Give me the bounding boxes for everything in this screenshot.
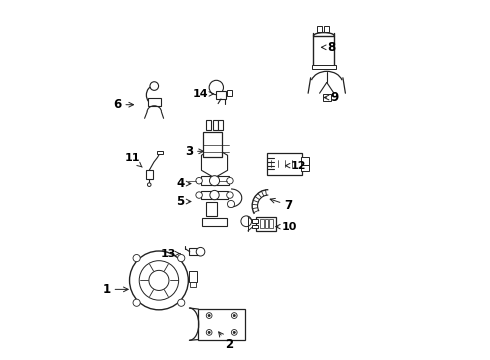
Circle shape <box>210 190 219 200</box>
Circle shape <box>227 201 235 208</box>
Circle shape <box>150 82 159 90</box>
Bar <box>146 170 153 179</box>
Bar <box>157 150 163 154</box>
Text: 12: 12 <box>286 161 307 171</box>
Circle shape <box>133 255 140 262</box>
Bar <box>213 120 218 130</box>
Circle shape <box>241 216 252 227</box>
Bar <box>205 120 211 130</box>
Bar <box>256 217 276 231</box>
Circle shape <box>233 331 235 333</box>
Bar <box>301 157 309 165</box>
Bar <box>216 91 226 99</box>
Bar <box>203 132 221 157</box>
Circle shape <box>196 192 202 198</box>
Text: 10: 10 <box>276 222 297 231</box>
Text: 5: 5 <box>176 195 191 208</box>
Circle shape <box>231 313 237 319</box>
Bar <box>323 94 331 101</box>
Text: 9: 9 <box>324 91 339 104</box>
Bar <box>301 165 309 171</box>
Bar <box>267 153 302 175</box>
Bar <box>252 225 258 228</box>
Bar <box>190 282 196 287</box>
Circle shape <box>208 331 210 333</box>
Bar <box>201 191 228 199</box>
Circle shape <box>196 177 202 184</box>
Bar <box>314 36 334 66</box>
Text: 7: 7 <box>270 198 292 212</box>
Bar <box>324 26 329 32</box>
Circle shape <box>178 299 185 306</box>
Circle shape <box>206 329 212 335</box>
Circle shape <box>233 315 235 317</box>
Circle shape <box>149 270 169 291</box>
Bar <box>252 219 258 223</box>
Circle shape <box>227 177 233 184</box>
Bar <box>265 219 269 228</box>
Text: 14: 14 <box>193 89 214 99</box>
Bar <box>201 218 227 226</box>
Circle shape <box>231 329 237 335</box>
Polygon shape <box>201 148 227 178</box>
Polygon shape <box>148 98 161 106</box>
Circle shape <box>133 299 140 306</box>
Text: 11: 11 <box>124 153 142 167</box>
Circle shape <box>129 251 188 310</box>
Circle shape <box>178 255 185 262</box>
Circle shape <box>139 261 179 300</box>
Circle shape <box>210 176 220 186</box>
Bar <box>206 202 217 216</box>
Bar <box>189 271 197 282</box>
Circle shape <box>208 315 210 317</box>
Circle shape <box>147 183 151 186</box>
Bar <box>260 219 264 228</box>
Bar <box>227 90 232 96</box>
Polygon shape <box>198 309 245 339</box>
Text: 3: 3 <box>185 145 203 158</box>
Bar <box>317 26 322 32</box>
Bar <box>190 248 200 255</box>
Circle shape <box>227 192 233 198</box>
Bar <box>200 176 228 185</box>
Text: 13: 13 <box>160 248 180 258</box>
Circle shape <box>196 247 205 256</box>
Text: 4: 4 <box>176 177 191 190</box>
Text: 6: 6 <box>114 98 134 111</box>
Text: 8: 8 <box>321 41 335 54</box>
Circle shape <box>206 313 212 319</box>
Text: 2: 2 <box>219 332 233 351</box>
Bar <box>312 65 336 69</box>
Circle shape <box>209 80 223 95</box>
Bar <box>269 219 272 228</box>
Text: 1: 1 <box>103 283 128 296</box>
Bar <box>219 120 223 130</box>
